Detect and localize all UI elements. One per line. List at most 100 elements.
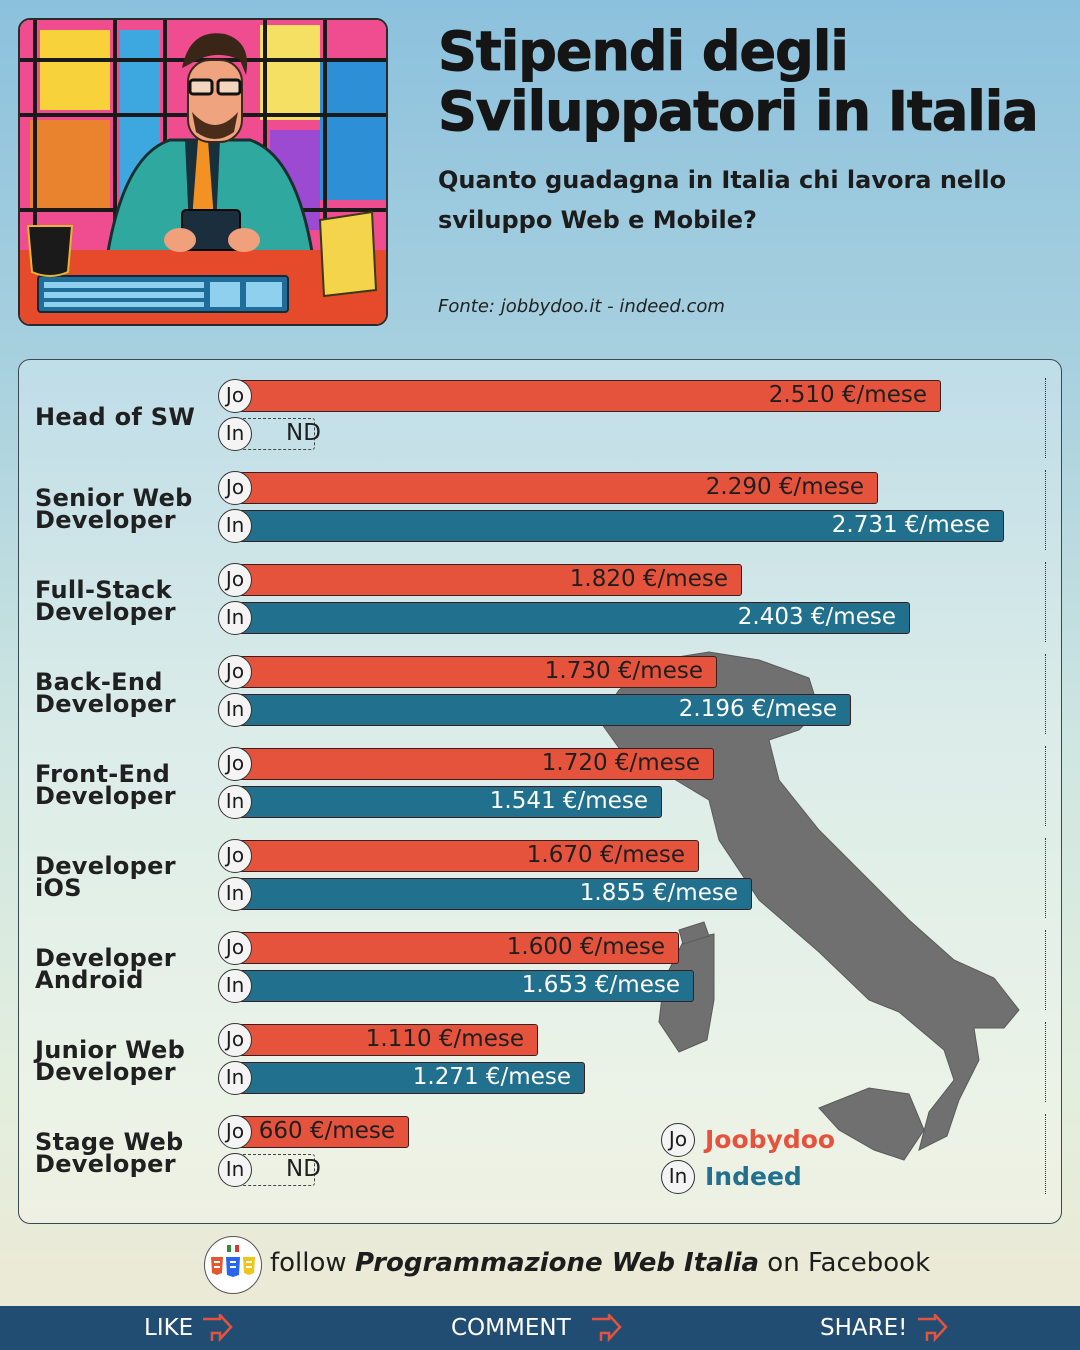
row-label: Front-End Developer: [35, 762, 205, 808]
bar-in: 1.541 €/mese: [233, 786, 662, 818]
badge-jo: Jo: [218, 1023, 252, 1057]
row-label: Stage Web Developer: [35, 1128, 205, 1178]
title-line-2: Sviluppatori in Italia: [438, 80, 1040, 143]
bar-in: 2.196 €/mese: [233, 694, 851, 726]
axis-segment: [1045, 654, 1046, 734]
value-label: 1.541 €/mese: [489, 788, 648, 814]
badge-jo: Jo: [218, 931, 252, 965]
row-label-line: Developer: [35, 1150, 176, 1178]
bottom-cta-bar: LIKE COMMENT SHARE!: [0, 1306, 1080, 1350]
badge-in: In: [218, 417, 252, 451]
value-label: 1.855 €/mese: [579, 880, 738, 906]
badge-jo: Jo: [218, 747, 252, 781]
row-label-line: Developer: [35, 598, 176, 626]
like-button[interactable]: LIKE: [144, 1306, 233, 1350]
row-label: Full-Stack Developer: [35, 576, 205, 626]
axis-segment: [1045, 838, 1046, 918]
row-label: Junior Web Developer: [35, 1038, 205, 1086]
badge-in: In: [218, 877, 252, 911]
badge-in: In: [218, 1061, 252, 1095]
row-label: Back-End Developer: [35, 668, 205, 718]
row-label-line: Head of SW: [35, 403, 196, 431]
value-label: 2.290 €/mese: [705, 474, 864, 500]
row-label-line: Android: [35, 966, 144, 994]
row-label-line: iOS: [35, 874, 82, 902]
row-label-line: Developer: [35, 1058, 176, 1086]
badge-jo: Jo: [218, 655, 252, 689]
comment-button[interactable]: COMMENT: [451, 1306, 622, 1350]
row-label-line: Developer: [35, 690, 176, 718]
share-button[interactable]: SHARE!: [820, 1306, 948, 1350]
axis-segment: [1045, 470, 1046, 550]
bar-jo: 1.820 €/mese: [233, 564, 742, 596]
bar-jo: 2.290 €/mese: [233, 472, 878, 504]
value-label: 1.720 €/mese: [541, 750, 700, 776]
comment-label: COMMENT: [451, 1315, 571, 1341]
value-label: 1.730 €/mese: [544, 658, 703, 684]
like-label: LIKE: [144, 1315, 194, 1341]
follow-banner[interactable]: follow Programmazione Web Italia on Face…: [204, 1236, 930, 1294]
bar-jo: 1.670 €/mese: [233, 840, 699, 872]
page-logo: [204, 1236, 262, 1294]
follow-text: follow Programmazione Web Italia on Face…: [270, 1248, 930, 1278]
comment-arrow-icon: [592, 1314, 622, 1343]
row-label: Senior Web Developer: [35, 484, 205, 534]
row-label-line: Senior Web: [35, 484, 193, 512]
bar-in: 1.271 €/mese: [233, 1062, 585, 1094]
row-label-line: Developer: [35, 944, 176, 972]
bar-in: 1.653 €/mese: [233, 970, 694, 1002]
axis-segment: [1045, 378, 1046, 458]
row-label: Developer iOS: [35, 852, 205, 902]
row-label-line: Stage Web: [35, 1128, 184, 1156]
value-label: 1.110 €/mese: [365, 1026, 524, 1052]
value-label: 1.653 €/mese: [521, 972, 680, 998]
source-text: Fonte: jobbydoo.it - indeed.com: [438, 296, 725, 317]
legend-badge-jo: Jo: [661, 1123, 695, 1157]
bar-jo: 1.110 €/mese: [233, 1024, 538, 1056]
axis-segment: [1045, 562, 1046, 642]
row-label-line: Developer: [35, 852, 176, 880]
row-label: Head of SW: [35, 403, 205, 431]
badge-in: In: [218, 509, 252, 543]
value-label: ND: [286, 420, 321, 446]
chart-panel: Head of SW 2.510 €/mese Jo ND In Senior Web De…: [18, 359, 1062, 1224]
bar-jo: 2.510 €/mese: [233, 380, 941, 412]
bar-jo: 1.730 €/mese: [233, 656, 717, 688]
bar-jo: 1.720 €/mese: [233, 748, 714, 780]
bar-in: 2.403 €/mese: [233, 602, 910, 634]
page-title: Stipendi degli Sviluppatori in Italia: [438, 20, 1058, 143]
badge-jo: Jo: [218, 471, 252, 505]
badge-jo: Jo: [218, 563, 252, 597]
value-label: 2.731 €/mese: [831, 512, 990, 538]
badge-in: In: [218, 969, 252, 1003]
badge-in: In: [218, 1153, 252, 1187]
value-label: 1.670 €/mese: [526, 842, 685, 868]
follow-page-name[interactable]: Programmazione Web Italia: [354, 1248, 760, 1278]
title-line-1: Stipendi degli: [438, 20, 850, 83]
value-label: 1.820 €/mese: [569, 566, 728, 592]
badge-in: In: [218, 693, 252, 727]
row-label-line: Full-Stack: [35, 576, 172, 604]
share-label: SHARE!: [820, 1315, 908, 1341]
hero-illustration: [18, 18, 388, 326]
value-label: 2.403 €/mese: [737, 604, 896, 630]
badge-in: In: [218, 601, 252, 635]
bar-in: 1.855 €/mese: [233, 878, 752, 910]
legend-label-indeed: Indeed: [705, 1162, 802, 1191]
axis-segment: [1045, 930, 1046, 1010]
like-arrow-icon: [203, 1314, 233, 1343]
subtitle: Quanto guadagna in Italia chi lavora nel…: [438, 166, 1007, 234]
row-label-line: Developer: [35, 506, 176, 534]
value-label: 1.271 €/mese: [412, 1064, 571, 1090]
bar-jo: 1.600 €/mese: [233, 932, 679, 964]
legend-badge-in: In: [661, 1160, 695, 1194]
value-label: 1.600 €/mese: [506, 934, 665, 960]
bar-missing: ND: [233, 418, 321, 450]
row-label-line: Back-End: [35, 668, 163, 696]
badge-in: In: [218, 785, 252, 819]
follow-prefix: follow: [270, 1248, 355, 1278]
badge-jo: Jo: [218, 1115, 252, 1149]
value-label: 660 €/mese: [258, 1118, 395, 1144]
axis-segment: [1045, 1022, 1046, 1102]
axis-segment: [1045, 1114, 1046, 1194]
